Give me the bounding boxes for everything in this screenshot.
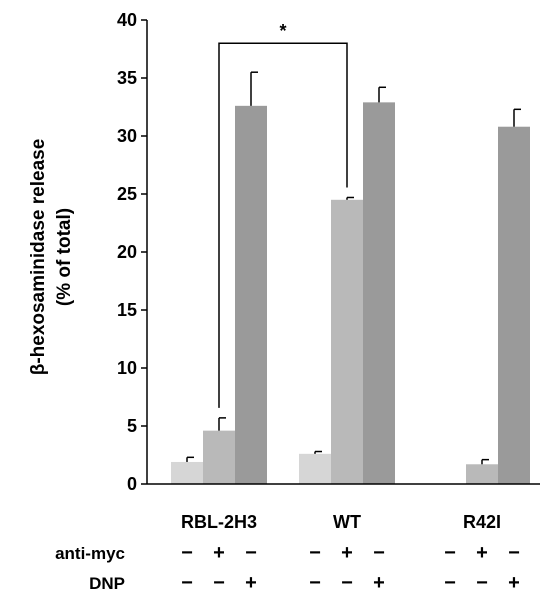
- y-tick-label: 10: [117, 358, 137, 378]
- y-tick-label: 5: [127, 416, 137, 436]
- bar: [363, 102, 395, 485]
- bar: [171, 461, 203, 484]
- bar: [466, 464, 498, 484]
- condition-sign: −: [181, 572, 193, 594]
- condition-sign: +: [341, 542, 353, 564]
- y-tick-label: 0: [127, 474, 137, 494]
- bar: [235, 105, 267, 484]
- bar: [331, 199, 363, 485]
- x-axis: RBL-2H3 WT R42I: [147, 483, 540, 532]
- bar: [203, 430, 235, 484]
- y-tick-label: 35: [117, 68, 137, 88]
- condition-sign: +: [476, 542, 488, 564]
- condition-sign: −: [309, 572, 321, 594]
- condition-sign: −: [508, 542, 520, 564]
- y-tick-label: 25: [117, 184, 137, 204]
- significance-label: *: [279, 21, 286, 41]
- condition-label: anti-myc: [55, 544, 125, 563]
- y-tick-label: 40: [117, 10, 137, 30]
- bar: [498, 126, 530, 484]
- condition-sign: −: [444, 572, 456, 594]
- condition-table: anti-myc − + − − + − − + −DNP − − + − − + − − +: [55, 542, 520, 594]
- y-axis-title-line: β-hexosaminidase release: [28, 139, 49, 376]
- category-label: RBL-2H3: [181, 512, 257, 532]
- y-axis-title: β-hexosaminidase release (% of total): [28, 139, 75, 376]
- y-tick-label: 30: [117, 126, 137, 146]
- condition-sign: −: [373, 542, 385, 564]
- condition-sign: −: [245, 542, 257, 564]
- y-axis-title-line: (% of total): [54, 208, 75, 306]
- condition-sign: −: [341, 572, 353, 594]
- condition-sign: −: [181, 542, 193, 564]
- significance-line: [218, 42, 348, 408]
- condition-sign: −: [444, 542, 456, 564]
- condition-sign: −: [476, 572, 488, 594]
- category-label: R42I: [463, 512, 501, 532]
- condition-label: DNP: [89, 574, 125, 593]
- condition-sign: +: [245, 572, 257, 594]
- category-label: WT: [333, 512, 361, 532]
- bars: [171, 71, 530, 485]
- y-axis: 0 5 10 15 20 25 30 35 40: [117, 10, 148, 494]
- condition-sign: +: [508, 572, 520, 594]
- condition-sign: −: [213, 572, 225, 594]
- y-tick-label: 15: [117, 300, 137, 320]
- bar: [299, 453, 331, 484]
- y-tick-label: 20: [117, 242, 137, 262]
- condition-sign: +: [373, 572, 385, 594]
- condition-sign: +: [213, 542, 225, 564]
- condition-sign: −: [309, 542, 321, 564]
- significance-bracket: *: [218, 21, 348, 408]
